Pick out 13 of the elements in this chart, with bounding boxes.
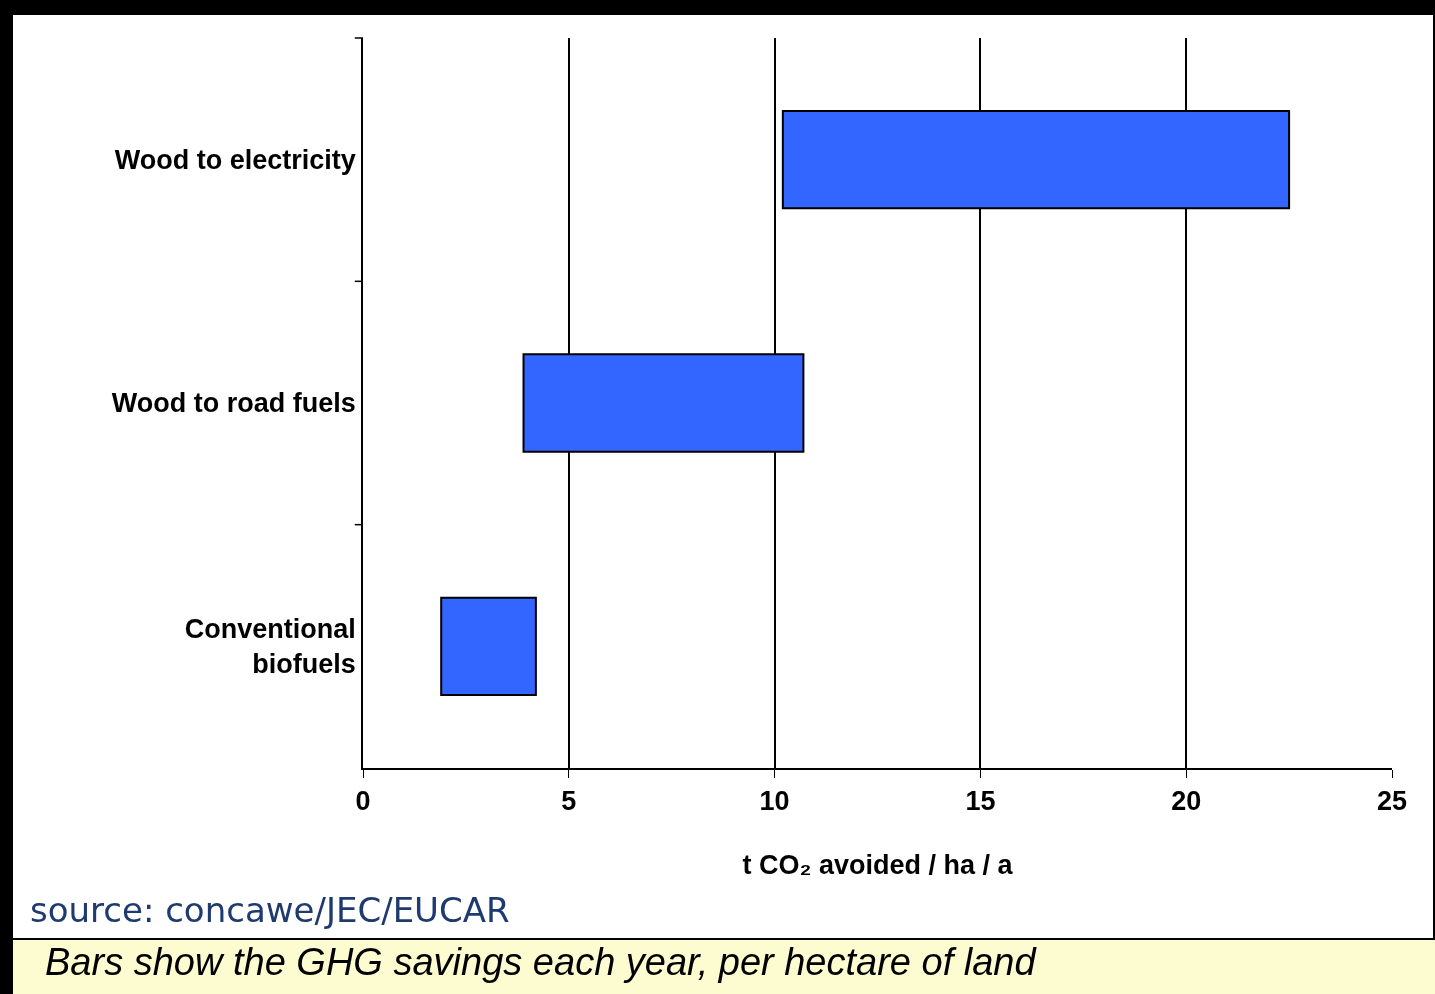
y-tick-label: Conventional biofuels <box>184 614 356 680</box>
bar <box>440 596 537 696</box>
source-note: source: concawe/JEC/EUCAR <box>30 890 510 930</box>
x-axis-title: t CO₂ avoided / ha / a <box>742 850 1014 881</box>
x-tick-label: 15 <box>965 786 996 817</box>
x-tick-label: 25 <box>1376 786 1408 817</box>
x-tick-label: 0 <box>355 786 371 817</box>
x-tick-label: 10 <box>759 786 790 817</box>
x-tick-label: 5 <box>561 786 577 817</box>
text: Bars show the GHG savings each year, per hectare of land <box>13 940 1435 994</box>
y-tick-label: Wood to road fuels <box>111 388 356 419</box>
y-tick-label: Wood to electricity <box>114 145 356 176</box>
x-tick-label: 20 <box>1171 786 1202 817</box>
